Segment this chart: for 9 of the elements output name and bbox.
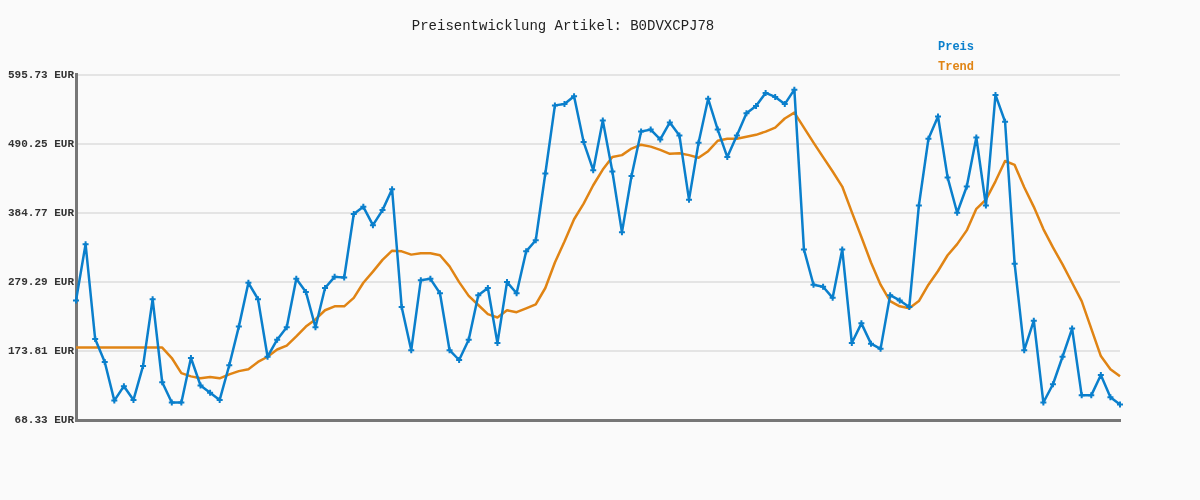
chart-title: Preisentwicklung Artikel: B0DVXCPJ78 bbox=[411, 18, 715, 35]
text: Trend bbox=[938, 60, 975, 75]
y-tick-label: 490.25 EUR bbox=[8, 137, 75, 150]
y-tick-label: 279.29 EUR bbox=[8, 275, 75, 288]
y-tick-label: 173.81 EUR bbox=[8, 344, 75, 357]
y-tick-label: 595.73 EUR bbox=[8, 68, 75, 81]
y-tick-label: 384.77 EUR bbox=[8, 206, 75, 219]
text: Preis bbox=[938, 40, 975, 55]
y-tick-label: 68.33 EUR bbox=[14, 413, 75, 426]
